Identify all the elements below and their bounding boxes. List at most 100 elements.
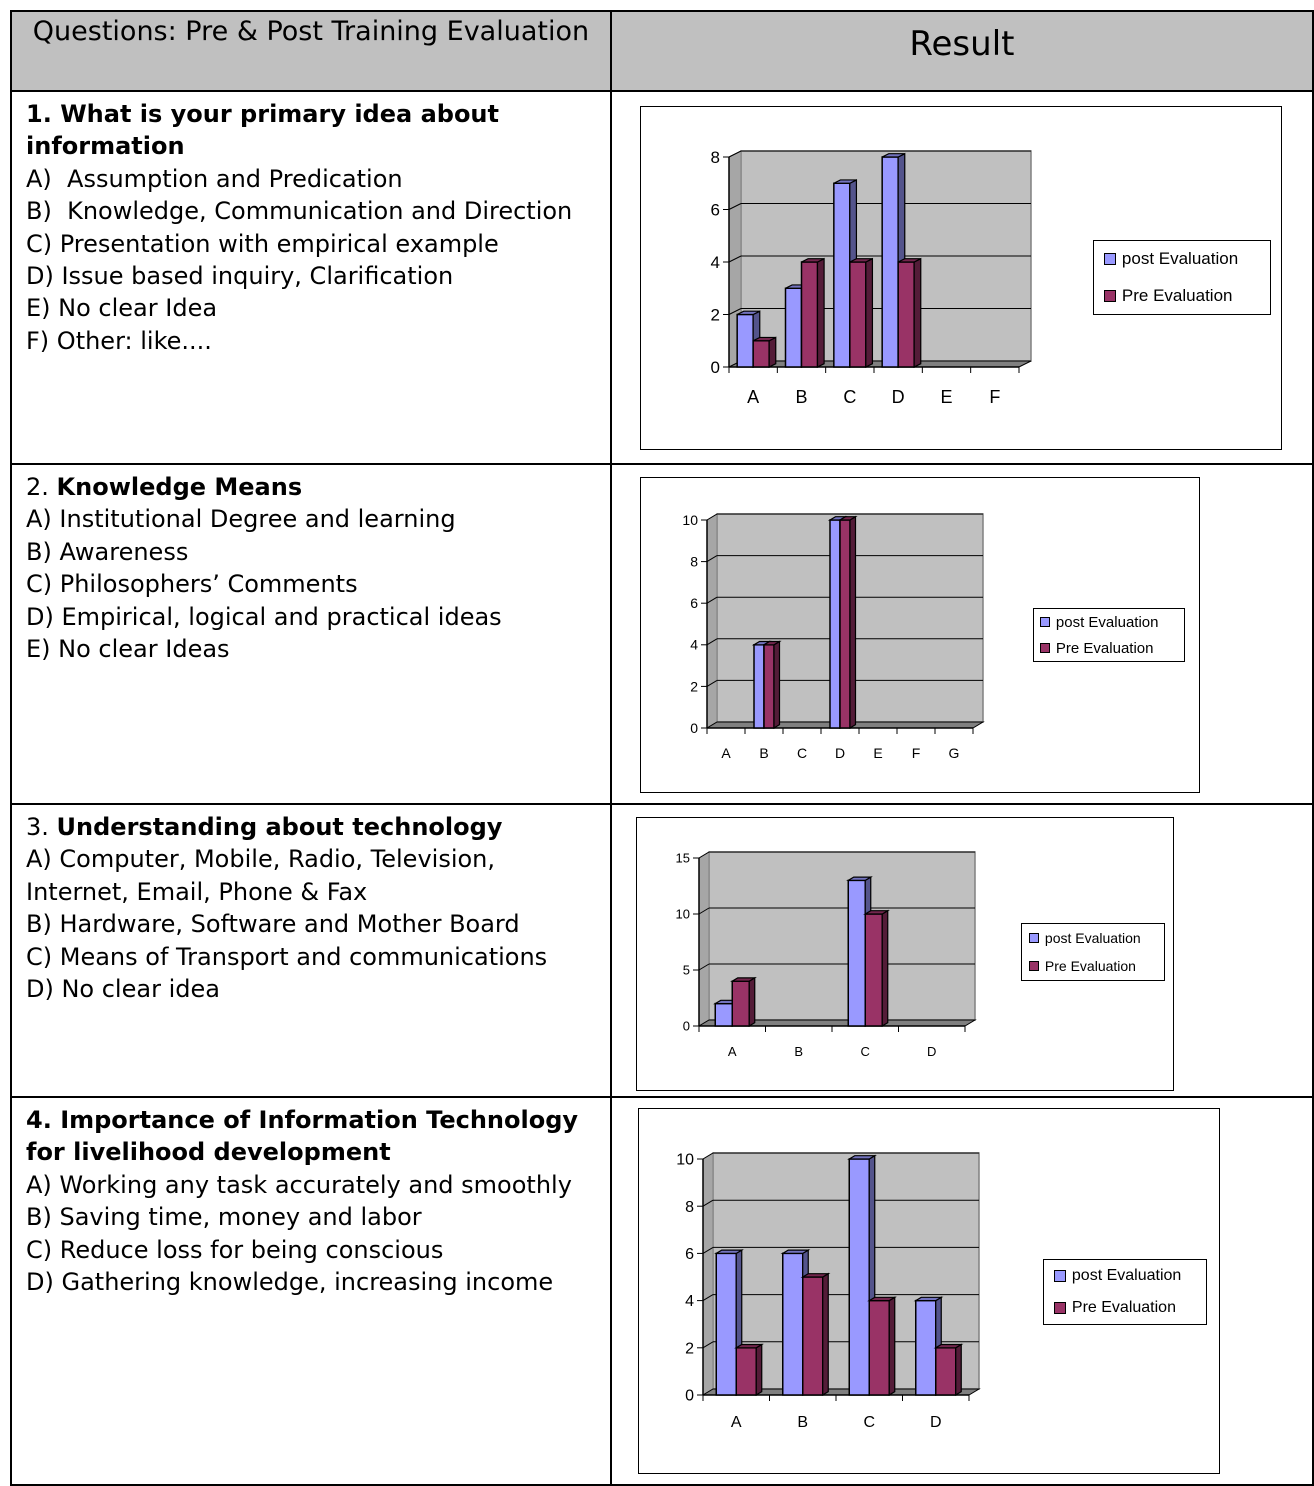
header-row: Questions: Pre & Post Training Evaluatio… bbox=[10, 10, 1314, 92]
question-title-text: Knowledge Means bbox=[56, 473, 303, 501]
legend-label: post Evaluation bbox=[1071, 1267, 1182, 1284]
question-title: 1. What is your primary idea about infor… bbox=[26, 98, 600, 163]
chart-svg: 0 2 4 6 8 10 A B C D E F G bbox=[682, 512, 985, 761]
y-tick-label: 4 bbox=[710, 253, 719, 272]
gridline bbox=[698, 963, 710, 971]
legend-item: Pre Evaluation bbox=[1053, 1299, 1206, 1317]
legend-swatch bbox=[1039, 643, 1050, 653]
y-tick-label: 2 bbox=[685, 1340, 694, 1357]
bar bbox=[729, 976, 757, 1028]
y-tick-label: 0 bbox=[690, 720, 698, 736]
legend-item: Pre Evaluation bbox=[1039, 639, 1184, 657]
legend-item: post Evaluation bbox=[1039, 614, 1184, 631]
legend-swatch bbox=[1039, 617, 1050, 627]
x-tick-label: C bbox=[797, 745, 807, 761]
y-tick-label: 8 bbox=[685, 1199, 694, 1216]
bar bbox=[761, 640, 782, 730]
chart-legend: post Evaluation Pre Evaluation bbox=[1032, 608, 1185, 662]
legend-swatch bbox=[1028, 961, 1039, 971]
gridline bbox=[728, 203, 742, 210]
x-tick-label: B bbox=[759, 745, 768, 761]
x-tick-label: E bbox=[873, 745, 882, 761]
y-tick-label: 5 bbox=[683, 963, 690, 978]
option-c: C) Means of Transport and communications bbox=[26, 942, 548, 971]
legend-swatch bbox=[1028, 933, 1039, 943]
legend-label: Pre Evaluation bbox=[1044, 958, 1136, 974]
legend-label: Pre Evaluation bbox=[1121, 285, 1233, 305]
legend-item: post Evaluation bbox=[1053, 1267, 1206, 1285]
x-tick-label: F bbox=[912, 745, 921, 761]
option-a: A) Assumption and Predication bbox=[26, 164, 403, 193]
x-tick-label: A bbox=[731, 1414, 742, 1431]
legend-label: post Evaluation bbox=[1121, 249, 1239, 269]
question-title-text: Importance of Information Technology for… bbox=[26, 1106, 579, 1167]
questions-header: Questions: Pre & Post Training Evaluatio… bbox=[10, 10, 612, 92]
option-e: E) No clear Idea bbox=[26, 294, 218, 323]
question-cell: 4. Importance of Information Technology … bbox=[10, 1096, 612, 1486]
y-tick-label: 6 bbox=[685, 1246, 694, 1263]
x-tick-label: D bbox=[927, 1044, 936, 1059]
x-tick-label: A bbox=[721, 745, 731, 761]
question-row: 2. Knowledge Means A) Institutional Degr… bbox=[10, 463, 1314, 805]
option-a: A) Institutional Degree and learning bbox=[26, 505, 456, 534]
result-header: Result bbox=[609, 10, 1314, 92]
x-tick-label: C bbox=[843, 387, 856, 407]
option-b: B) Hardware, Software and Mother Board bbox=[26, 910, 520, 939]
bar bbox=[713, 1249, 744, 1397]
gridline bbox=[702, 1152, 714, 1160]
gridline bbox=[706, 679, 718, 687]
option-f: F) Other: like.... bbox=[26, 326, 212, 355]
y-tick-label: 6 bbox=[690, 595, 698, 611]
plot-side-wall bbox=[702, 1152, 714, 1396]
bar bbox=[800, 1272, 831, 1397]
gridline bbox=[706, 638, 718, 646]
gridline bbox=[728, 255, 742, 263]
legend-swatch bbox=[1103, 253, 1116, 266]
question-number: 4. bbox=[26, 1106, 52, 1134]
bar bbox=[752, 336, 777, 368]
bar bbox=[848, 257, 873, 368]
y-tick-label: 4 bbox=[685, 1293, 694, 1310]
legend-label: post Evaluation bbox=[1044, 930, 1141, 946]
chart-svg: 0 5 10 15 A B C D bbox=[675, 851, 977, 1059]
gridline bbox=[702, 1246, 714, 1254]
option-d: D) Gathering knowledge, increasing incom… bbox=[26, 1268, 554, 1297]
question-title-text: Understanding about technology bbox=[56, 813, 503, 841]
gridline bbox=[702, 1294, 714, 1302]
option-b: B) Knowledge, Communication and Directio… bbox=[26, 197, 573, 226]
x-tick-label: B bbox=[797, 1414, 808, 1431]
legend-label: Pre Evaluation bbox=[1055, 639, 1154, 657]
gridline bbox=[698, 851, 710, 859]
legend-item: Pre Evaluation bbox=[1028, 958, 1164, 974]
question-number: 3. bbox=[26, 813, 49, 841]
gridline bbox=[702, 1341, 714, 1349]
x-tick-label: C bbox=[863, 1414, 875, 1431]
option-c: C) Reduce loss for being conscious bbox=[26, 1235, 444, 1264]
x-tick-label: E bbox=[940, 387, 952, 407]
plot-side-wall bbox=[706, 513, 718, 729]
plot-side-wall bbox=[698, 851, 710, 1027]
option-c: C) Philosophers’ Comments bbox=[26, 570, 358, 599]
y-tick-label: 8 bbox=[690, 554, 698, 570]
bar bbox=[866, 1296, 897, 1397]
legend-item: Pre Evaluation bbox=[1103, 285, 1270, 306]
bar bbox=[837, 515, 858, 730]
x-tick-label: A bbox=[728, 1044, 737, 1059]
option-c: C) Presentation with empirical example bbox=[26, 229, 499, 258]
question-title: 3. Understanding about technology bbox=[26, 811, 600, 843]
y-tick-label: 2 bbox=[690, 678, 698, 694]
option-d: D) Issue based inquiry, Clarification bbox=[26, 262, 454, 291]
chart-legend: post Evaluation Pre Evaluation bbox=[1020, 923, 1165, 981]
bar bbox=[933, 1343, 964, 1397]
question-title: 2. Knowledge Means bbox=[26, 471, 600, 503]
x-tick-label: D bbox=[835, 745, 845, 761]
legend-label: Pre Evaluation bbox=[1071, 1299, 1176, 1316]
x-tick-label: D bbox=[930, 1414, 942, 1431]
gridline bbox=[728, 150, 742, 158]
